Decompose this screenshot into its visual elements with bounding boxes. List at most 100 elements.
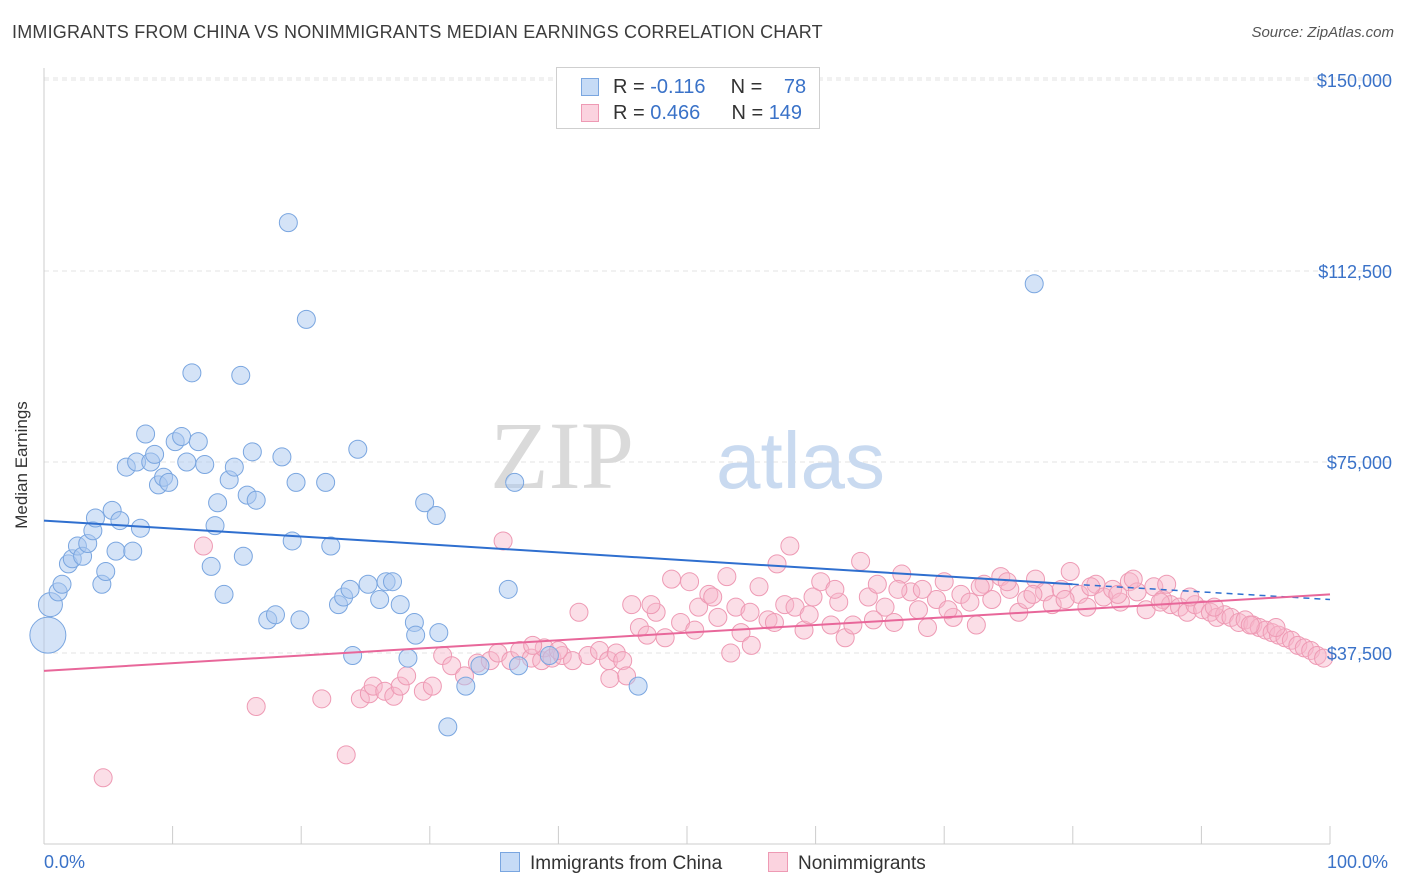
nonimm-point [1204,597,1224,617]
china-point [383,572,403,592]
nonimm-point [655,628,675,648]
china-point [321,536,341,556]
nonimm-point [93,768,113,788]
r-value-nonimm: 0.466 [650,102,701,124]
nonimm-point [442,656,462,676]
nonimm-point [970,577,990,597]
nonimm-point [851,551,871,571]
nonimm-point [799,605,819,625]
china-point [224,457,244,477]
nonimm-point [780,536,800,556]
nonimm-swatch [581,104,599,122]
nonimm-trend-line [43,593,1331,672]
watermark-atlas: atlas [716,416,885,505]
nonimm-legend-swatch [768,852,788,872]
nonimm-point [629,618,649,638]
china-point [195,455,215,475]
y-tick-label-0: $37,500 [1327,644,1392,664]
china-point [106,541,126,561]
nonimm-point [1266,618,1286,638]
y-tick-label-2: $112,500 [1318,262,1392,282]
bottom-legend-nonimm: Nonimmigrants [768,852,926,875]
axes [43,68,1331,845]
trend-lines [43,519,1331,672]
source-label: Source: ZipAtlas.com [1251,24,1394,41]
x-tick-max: 100.0% [1327,852,1389,872]
nonimm-point [717,567,737,587]
china-point [52,574,72,594]
china-point [290,610,310,630]
nonimm-point [569,602,589,622]
nonimm-point [578,646,598,666]
china-point [1024,274,1044,294]
nonimm-point [1240,615,1260,635]
china-legend-swatch [500,852,520,872]
nonimm-point [563,651,583,671]
r-label: R = [613,102,651,124]
x-tick-min: 0.0% [44,852,86,872]
nonimm-point [1042,595,1062,615]
china-point [415,493,435,513]
china-point [456,676,476,696]
nonimm-point [1081,577,1101,597]
nonimm-point [1051,579,1071,599]
china-point [348,439,368,459]
nonimm-point [1077,597,1097,617]
china-point [231,365,251,385]
china-point [172,427,192,447]
nonimm-point [363,676,383,696]
nonimm-point [622,595,642,615]
china-point [539,646,559,666]
nonimm-point [390,676,410,696]
nonimm-point [884,612,904,632]
china-point [509,656,529,676]
china-point [278,213,298,233]
nonimm-point [966,615,986,635]
nonimm-point [997,572,1017,592]
r-label: R = [613,76,651,98]
china-point [201,556,221,576]
china-trend-line [43,519,1073,586]
y-tick-label-1: $75,000 [1327,453,1392,473]
china-point [188,432,208,452]
nonimm-point [825,579,845,599]
chart-title: IMMIGRANTS FROM CHINA VS NONIMMIGRANTS M… [12,22,823,42]
nonimm-point [384,686,404,706]
nonimm-point [726,597,746,617]
nonimm-point [523,635,543,655]
nonimm-point [1314,648,1334,668]
nonimm-point [875,597,895,617]
china-point [406,625,426,645]
n-label: N = [730,76,768,98]
china-point [130,518,150,538]
china-point [390,595,410,615]
nonimm-point [413,681,433,701]
china-point [316,472,336,492]
nonimm-point [749,577,769,597]
nonimm-point [397,666,417,686]
china-point [96,562,116,582]
nonimm-point [680,572,700,592]
y-tick-labels: $37,500 $75,000 $112,500 $150,000 [1317,71,1392,664]
nonimm-point [375,681,395,701]
china-point [246,490,266,510]
china-point [182,363,202,383]
y-tick-label-3: $150,000 [1317,71,1392,91]
china-point [340,579,360,599]
nonimm-point [606,643,626,663]
china-swatch [581,78,599,96]
china-point [429,623,449,643]
nonimm-point [731,623,751,643]
china-point [370,590,390,610]
china-point [123,541,143,561]
nonimm-point [708,607,728,627]
china-point [272,447,292,467]
nonimm-point [960,592,980,612]
nonimm-point [312,689,332,709]
nonimm-point [193,536,213,556]
nonimm-point [1023,584,1043,604]
nonimm-legend-label: Nonimmigrants [798,853,926,874]
nonimm-point [888,579,908,599]
china-point [343,646,363,666]
nonimm-point [641,595,661,615]
